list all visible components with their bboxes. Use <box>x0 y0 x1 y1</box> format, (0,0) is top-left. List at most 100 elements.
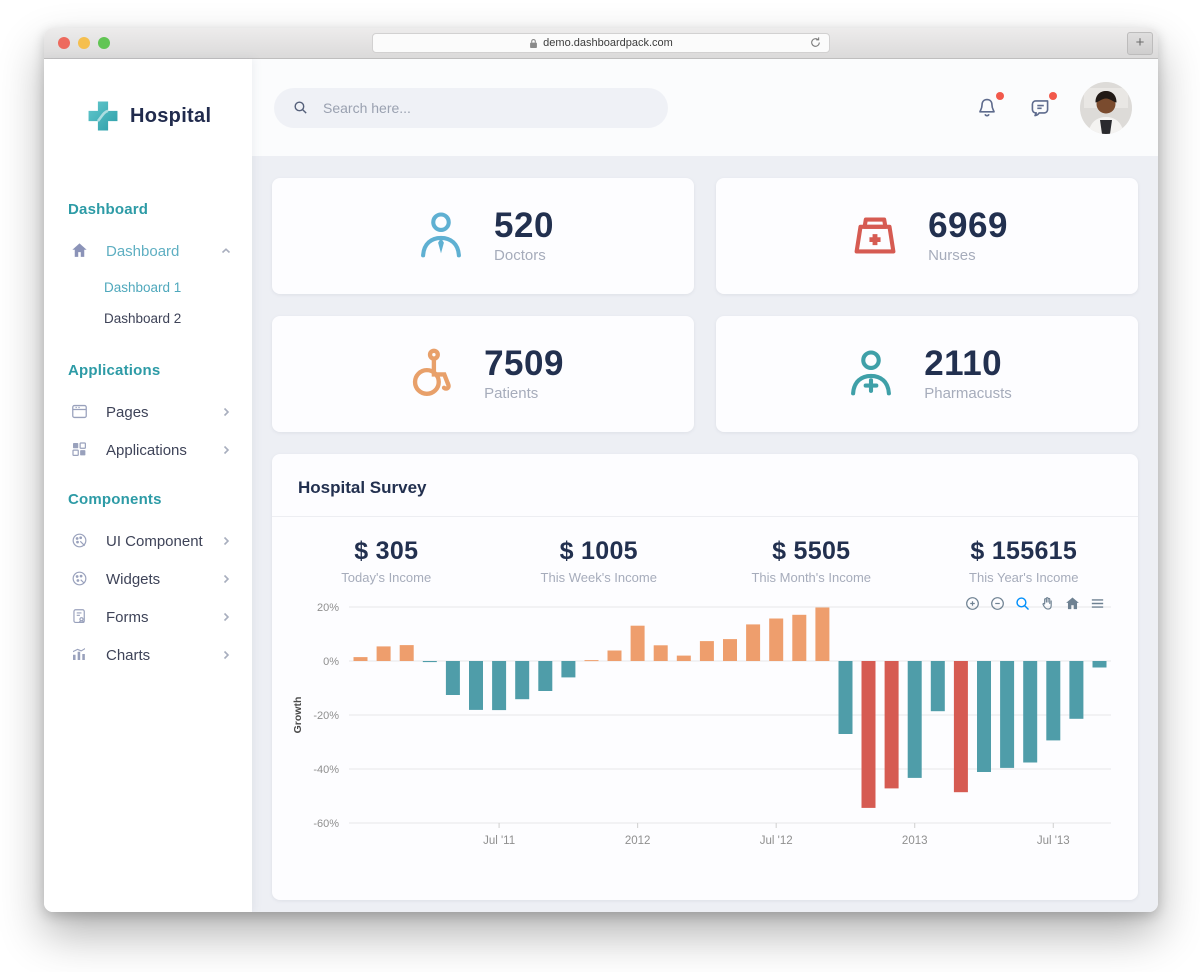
chart-bar[interactable]: 2011-09: -11.1% <box>538 661 553 691</box>
main-area: 520 Doctors 6969 Nurses <box>252 59 1158 912</box>
nav-section-components: Components <box>68 491 162 508</box>
sidebar-item-pages[interactable]: Pages <box>68 393 234 431</box>
chart-bar[interactable]: 2012-06: 13.57% <box>746 624 761 661</box>
chart-bar[interactable]: 2011-10: -6.09% <box>561 661 576 678</box>
message-badge <box>1049 91 1057 100</box>
user-avatar[interactable] <box>1080 81 1132 134</box>
chart-bar[interactable]: 2011-02: 5.42% <box>376 646 391 661</box>
stat-card-pharmacists[interactable]: 2110 Pharmacusts <box>716 316 1138 432</box>
chart-bar[interactable]: 2011-03: 5.9% <box>399 645 414 661</box>
nav-section-applications: Applications <box>68 362 161 379</box>
y-axis-tick-label: 20% <box>317 602 339 614</box>
stat-label: Pharmacusts <box>924 385 1012 403</box>
app-logo[interactable]: Hospital <box>44 59 252 133</box>
chart-bar[interactable]: 2013-09: -2.4% <box>1092 661 1107 668</box>
chart-bar[interactable]: 2012-03: 2% <box>676 655 691 661</box>
selection-zoom-icon[interactable] <box>1014 595 1031 612</box>
chart-bar[interactable]: 2013-03: -48.6% <box>953 661 968 793</box>
app-name: Hospital <box>130 104 212 127</box>
chart-bar[interactable]: 2013-05: -39.6% <box>1000 661 1015 768</box>
ui-component-icon <box>70 531 90 551</box>
bell-icon <box>979 98 995 116</box>
income-today: $ 305 Today's Income <box>280 537 493 585</box>
browser-window: demo.dashboardpack.com + <box>44 28 1158 912</box>
chart-bar[interactable]: 2012-08: 17.1% <box>792 614 807 661</box>
chart-bar[interactable]: 2012-11: -54.4% <box>861 661 876 808</box>
chart-bar[interactable]: 2013-02: -18.6% <box>930 661 945 712</box>
chart-bar[interactable]: 2011-06: -18.1% <box>469 661 483 710</box>
y-axis-tick-label: -40% <box>313 764 339 776</box>
sidebar-item-applications[interactable]: Applications <box>68 431 234 469</box>
reload-icon[interactable] <box>809 36 822 52</box>
sidebar-subitem-dashboard-1[interactable]: Dashboard 1 <box>104 280 182 295</box>
zoom-out-icon[interactable] <box>989 595 1006 612</box>
sidebar-item-widgets[interactable]: Widgets <box>68 560 234 598</box>
stat-value: 520 <box>494 205 554 245</box>
sidebar-item-charts[interactable]: Charts <box>68 636 234 674</box>
new-tab-button[interactable]: + <box>1127 32 1153 55</box>
hospital-survey-card: Hospital Survey $ 305 Today's Income $ 1… <box>272 454 1138 900</box>
chart-bar[interactable]: 2012-09: 19.8% <box>815 607 830 662</box>
sidebar-item-label: Forms <box>106 608 149 626</box>
reset-home-icon[interactable] <box>1064 595 1081 612</box>
sidebar-item-label: Pages <box>106 403 149 421</box>
chart-bar[interactable]: 2012-02: 5.8% <box>653 645 668 661</box>
notifications-button[interactable] <box>974 91 1004 121</box>
stat-card-patients[interactable]: 7509 Patients <box>272 316 694 432</box>
search-bar[interactable] <box>274 87 668 128</box>
sidebar-item-label: Dashboard <box>106 242 180 260</box>
chart-bar[interactable]: 2013-04: -41.1% <box>977 661 991 772</box>
nurse-icon <box>846 207 904 265</box>
chart-bar[interactable]: 2011-11: 0.34% <box>584 660 599 662</box>
sidebar: Hospital Dashboard Dashboard Da <box>44 59 252 912</box>
sidebar-item-forms[interactable]: Forms <box>68 598 234 636</box>
stat-value: 7509 <box>484 343 564 383</box>
chart-bar[interactable]: 2012-04: 7.37% <box>699 641 714 661</box>
lock-icon <box>529 38 538 49</box>
chart-bar[interactable]: 2012-10: -27.03% <box>838 661 853 734</box>
stat-card-doctors[interactable]: 520 Doctors <box>272 178 694 294</box>
stat-cards-grid: 520 Doctors 6969 Nurses <box>272 178 1138 432</box>
chevron-up-icon <box>220 245 232 257</box>
messages-button[interactable] <box>1027 91 1057 121</box>
income-year: $ 155615 This Year's Income <box>918 537 1131 585</box>
chart-bar[interactable]: 2012-05: 8.1% <box>723 639 737 661</box>
chart-bar[interactable]: 2011-12: 3.88% <box>607 650 622 662</box>
sidebar-subitem-dashboard-2[interactable]: Dashboard 2 <box>104 311 182 326</box>
sidebar-item-label: Applications <box>106 441 187 459</box>
stat-card-nurses[interactable]: 6969 Nurses <box>716 178 1138 294</box>
apps-icon <box>70 440 90 460</box>
notification-badge <box>996 91 1004 100</box>
search-input[interactable] <box>321 98 660 117</box>
url-text: demo.dashboardpack.com <box>543 37 673 49</box>
close-window-button[interactable] <box>58 37 70 49</box>
nav-section-dashboard: Dashboard <box>68 201 149 218</box>
chart-bar[interactable]: 2013-01: -43.3% <box>907 661 922 778</box>
chart-bar[interactable]: 2011-07: -18.2% <box>492 661 507 711</box>
chart-bar[interactable]: 2013-08: -21.4% <box>1069 661 1084 719</box>
zoom-in-icon[interactable] <box>964 595 981 612</box>
chart-bar[interactable]: 2012-07: 15.75% <box>769 618 784 662</box>
maximize-window-button[interactable] <box>98 37 110 49</box>
chart-bar[interactable]: 2011-05: -12.6% <box>445 661 460 695</box>
chat-icon <box>1031 99 1049 116</box>
chart-bar[interactable]: 2013-07: -29.4% <box>1046 661 1061 741</box>
search-icon <box>292 99 309 116</box>
chart-bar[interactable]: 2011-08: -14.16% <box>515 661 530 700</box>
stat-value: 6969 <box>928 205 1008 245</box>
menu-icon[interactable] <box>1089 595 1106 612</box>
browser-chrome: demo.dashboardpack.com + <box>44 28 1158 59</box>
doctor-icon <box>412 207 470 265</box>
chart-bar[interactable]: 2011-04: -0.42% <box>422 661 437 663</box>
minimize-window-button[interactable] <box>78 37 90 49</box>
pan-icon[interactable] <box>1039 595 1056 612</box>
sidebar-item-ui-component[interactable]: UI Component <box>68 522 234 560</box>
chart-bar[interactable]: 2012-01: 13.07% <box>630 625 645 661</box>
chart-bar[interactable]: 2013-06: -37.6% <box>1023 661 1038 763</box>
income-label: Today's Income <box>341 570 432 585</box>
address-bar[interactable]: demo.dashboardpack.com <box>372 33 830 53</box>
sidebar-item-dashboard[interactable]: Dashboard <box>68 232 234 270</box>
chart-bar[interactable]: 2012-12: -47.2% <box>884 661 899 789</box>
chart-bar[interactable]: 2011-01: 1.45% <box>353 657 368 661</box>
